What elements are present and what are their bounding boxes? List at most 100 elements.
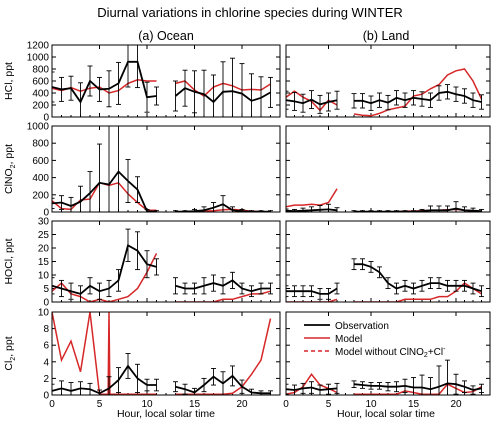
y-tick-label: 0 xyxy=(43,113,49,124)
legend-model-without-label: Model without ClNO2+Cl- xyxy=(335,346,446,359)
error-bar xyxy=(230,57,235,117)
model-line-hcl-land-seg1 xyxy=(353,68,483,117)
ylabel-main: HOCl, ppt xyxy=(3,238,15,284)
ylabel-main: HCl, ppt xyxy=(3,62,15,100)
y-tick-label: 0 xyxy=(43,208,49,219)
model-line-hocl-ocean-seg0 xyxy=(52,253,158,302)
y-tick-label: 0 xyxy=(43,391,49,402)
error-bar xyxy=(68,382,74,395)
error-bar xyxy=(220,61,226,117)
observation-line-cl2-land-seg1 xyxy=(353,382,482,391)
observation-line-clno2-land-seg0 xyxy=(286,208,338,212)
y-tick-label: 4 xyxy=(43,357,49,368)
error-bar xyxy=(249,73,254,117)
error-bar xyxy=(286,90,289,110)
observation-line-hcl-ocean-seg0 xyxy=(52,60,157,104)
error-bar xyxy=(286,383,289,395)
y-tick-label: 25 xyxy=(38,230,50,241)
y-tick-label: 10 xyxy=(38,308,50,319)
ylabel-main: Cl xyxy=(3,361,15,371)
x-tick-label: 20 xyxy=(236,399,248,410)
ylabel-hcl: HCl, ppt xyxy=(3,62,15,100)
x-tick-label: 5 xyxy=(97,399,103,410)
legend-model-without-main: Model without ClNO xyxy=(335,347,424,358)
y-tick-label: 0 xyxy=(43,298,49,309)
error-bar xyxy=(116,126,121,212)
plot-area xyxy=(286,359,484,395)
panel-cl2-land: 0 5 10 15 20 xyxy=(283,311,491,410)
legend-model-label: Model xyxy=(335,334,362,345)
error-bar xyxy=(479,383,484,393)
ylabel-row-clno2: ClNO2, ppt xyxy=(3,144,17,194)
x-tick-label: 5 xyxy=(326,399,332,410)
error-bar xyxy=(106,126,112,212)
error-bar xyxy=(106,376,112,395)
panel-frame xyxy=(51,220,281,303)
plot-area xyxy=(52,45,273,117)
panel-clno2-ocean: 0 200 400 600 800 1000 xyxy=(27,122,281,219)
error-bar xyxy=(334,382,340,394)
error-bar xyxy=(78,185,83,212)
x-tick-label: 10 xyxy=(365,399,377,410)
y-tick-label: 1200 xyxy=(27,41,50,52)
observation-line-hocl-land-seg0 xyxy=(286,287,338,295)
observation-line-hcl-land-seg1 xyxy=(354,90,482,105)
y-tick-label: 30 xyxy=(38,217,50,228)
y-tick-label: 200 xyxy=(32,101,49,112)
error-bar xyxy=(419,374,425,395)
panels: 0200400600800100012000200400600800100005… xyxy=(27,41,491,410)
xlabel-ocean: Hour, local solar time xyxy=(117,408,215,420)
ylabel-cl2: Cl2, ppt xyxy=(3,336,17,370)
error-bar xyxy=(317,205,323,212)
plot-area xyxy=(286,68,484,117)
ylabel-clno2: ClNO2, ppt xyxy=(3,144,17,194)
panel-frame xyxy=(51,44,281,118)
figure-title: Diurnal variations in chlorine species d… xyxy=(97,5,403,20)
y-tick-label: 8 xyxy=(43,324,49,335)
observation-line-hcl-land-seg0 xyxy=(286,98,338,106)
panel-frame xyxy=(285,220,491,303)
model-line-hocl-land-seg1 xyxy=(354,282,482,302)
panel-hcl-land xyxy=(285,44,491,118)
x-tick-label: 15 xyxy=(408,399,420,410)
legend: Observation Model Model without ClNO2+Cl… xyxy=(304,321,446,359)
xlabel-land: Hour, local solar time xyxy=(337,408,435,420)
panel-cl2-ocean: 0 5 10 15 20 0 2 4 6 8 10 xyxy=(38,308,281,410)
ylabel-row-cl2: Cl2, ppt xyxy=(3,336,17,370)
y-tick-label: 600 xyxy=(32,156,49,167)
ylabel-tail: , ppt xyxy=(3,144,15,165)
y-tick-label: 400 xyxy=(32,89,49,100)
error-bar xyxy=(211,74,216,117)
y-tick-label: 400 xyxy=(32,173,49,184)
observation-line-cl2-ocean-seg0 xyxy=(52,364,157,395)
error-bar xyxy=(97,143,102,212)
y-tick-label: 600 xyxy=(32,77,49,88)
panel-hocl-ocean: 0 5 10 15 20 25 30 xyxy=(38,217,281,309)
ylabel-hocl: HOCl, ppt xyxy=(3,238,15,284)
y-tick-label: 5 xyxy=(43,284,49,295)
observation-line-cl2-ocean-seg1 xyxy=(175,374,271,395)
error-bar xyxy=(52,277,55,295)
error-bar xyxy=(428,377,433,395)
x-tick-label: 20 xyxy=(450,399,462,410)
panel-clno2-land xyxy=(285,125,491,213)
error-bar xyxy=(52,71,55,103)
plot-area xyxy=(52,312,273,395)
y-tick-label: 10 xyxy=(38,271,50,282)
x-tick-label: 0 xyxy=(49,399,55,410)
y-tick-label: 15 xyxy=(38,257,50,268)
panel-frame xyxy=(51,125,281,213)
y-tick-label: 6 xyxy=(43,341,49,352)
y-tick-label: 800 xyxy=(32,139,49,150)
error-bar xyxy=(286,208,289,212)
column-title-land: (b) Land xyxy=(363,29,410,43)
panel-frame xyxy=(285,311,491,396)
error-bar xyxy=(411,377,416,395)
error-bar xyxy=(453,201,459,212)
ylabel-sub: 2 xyxy=(10,164,17,168)
plot-area xyxy=(52,126,273,212)
error-bar xyxy=(52,383,55,395)
model-line-hcl-ocean-seg0 xyxy=(52,79,157,94)
plot-area xyxy=(286,188,484,212)
error-bar xyxy=(326,203,331,212)
